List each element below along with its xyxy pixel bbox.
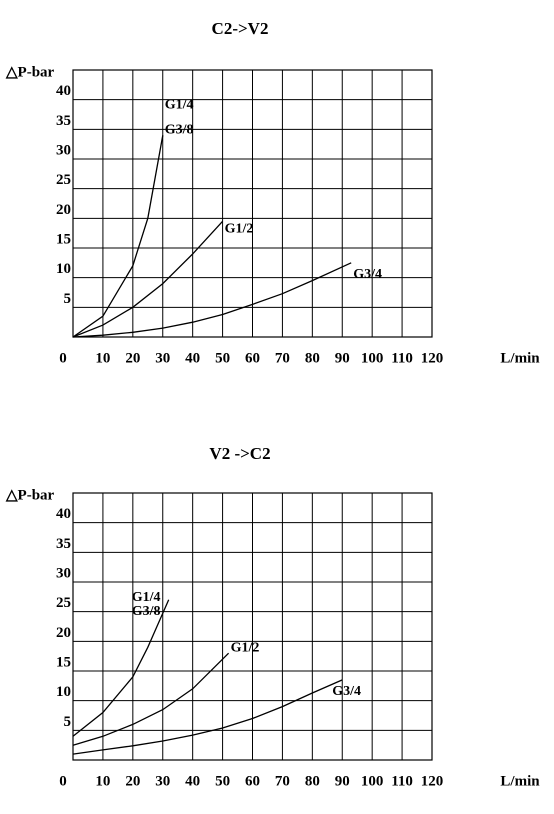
curve: [72, 135, 164, 338]
x-tick-label: 110: [391, 773, 413, 789]
curve: [72, 599, 170, 737]
series-label: G3/8: [165, 122, 194, 137]
x-tick-label: 80: [305, 350, 320, 366]
chart-title: C2->V2: [212, 19, 269, 38]
y-tick-label: 20: [56, 625, 71, 641]
x-tick-label: 120: [421, 350, 444, 366]
y-tick-label: 5: [64, 714, 72, 730]
y-tick-label: 5: [64, 291, 72, 307]
x-tick-label: 40: [185, 773, 200, 789]
y-tick-label: 30: [56, 142, 71, 158]
x-tick-label: 120: [421, 773, 444, 789]
series-label: G1/2: [225, 222, 254, 237]
series-label: G3/4: [332, 684, 361, 699]
series-label: G3/8: [132, 604, 161, 619]
x-tick-label: 20: [125, 773, 140, 789]
y-axis-label: △P-bar: [5, 487, 55, 503]
y-tick-label: 40: [56, 83, 71, 99]
series-label: G1/4: [132, 590, 161, 605]
x-tick-label: 30: [155, 773, 170, 789]
chart-title: V2 ->C2: [209, 444, 270, 463]
x-axis-label: L/min: [500, 350, 540, 366]
x-tick-label: 100: [361, 773, 384, 789]
y-tick-label: 15: [56, 654, 71, 670]
x-tick-label: 50: [215, 350, 230, 366]
y-tick-label: 25: [56, 172, 71, 188]
x-tick-label: 90: [335, 773, 350, 789]
x-tick-label: 30: [155, 350, 170, 366]
x-tick-label: 0: [59, 350, 67, 366]
y-tick-label: 10: [56, 684, 71, 700]
curve: [72, 679, 343, 755]
x-tick-label: 10: [95, 773, 110, 789]
y-tick-label: 15: [56, 231, 71, 247]
x-tick-label: 70: [275, 350, 290, 366]
y-tick-label: 35: [56, 113, 71, 129]
y-tick-label: 10: [56, 261, 71, 277]
series-label: G3/4: [353, 267, 382, 282]
y-axis-label: △P-bar: [5, 64, 55, 80]
x-tick-label: 90: [335, 350, 350, 366]
x-tick-label: 60: [245, 350, 260, 366]
x-tick-label: 110: [391, 350, 413, 366]
y-tick-label: 20: [56, 202, 71, 218]
curve: [72, 220, 224, 338]
x-tick-label: 70: [275, 773, 290, 789]
x-tick-label: 80: [305, 773, 320, 789]
y-tick-label: 40: [56, 506, 71, 522]
x-tick-label: 60: [245, 773, 260, 789]
x-tick-label: 100: [361, 350, 384, 366]
y-tick-label: 30: [56, 565, 71, 581]
series-label: G1/2: [231, 640, 260, 655]
curve: [72, 652, 230, 746]
series-label: G1/4: [165, 97, 194, 112]
x-axis-label: L/min: [500, 773, 540, 789]
x-tick-label: 0: [59, 773, 67, 789]
y-tick-label: 25: [56, 595, 71, 611]
x-tick-label: 50: [215, 773, 230, 789]
x-tick-label: 20: [125, 350, 140, 366]
x-tick-label: 10: [95, 350, 110, 366]
curve: [72, 262, 352, 338]
x-tick-label: 40: [185, 350, 200, 366]
y-tick-label: 35: [56, 536, 71, 552]
